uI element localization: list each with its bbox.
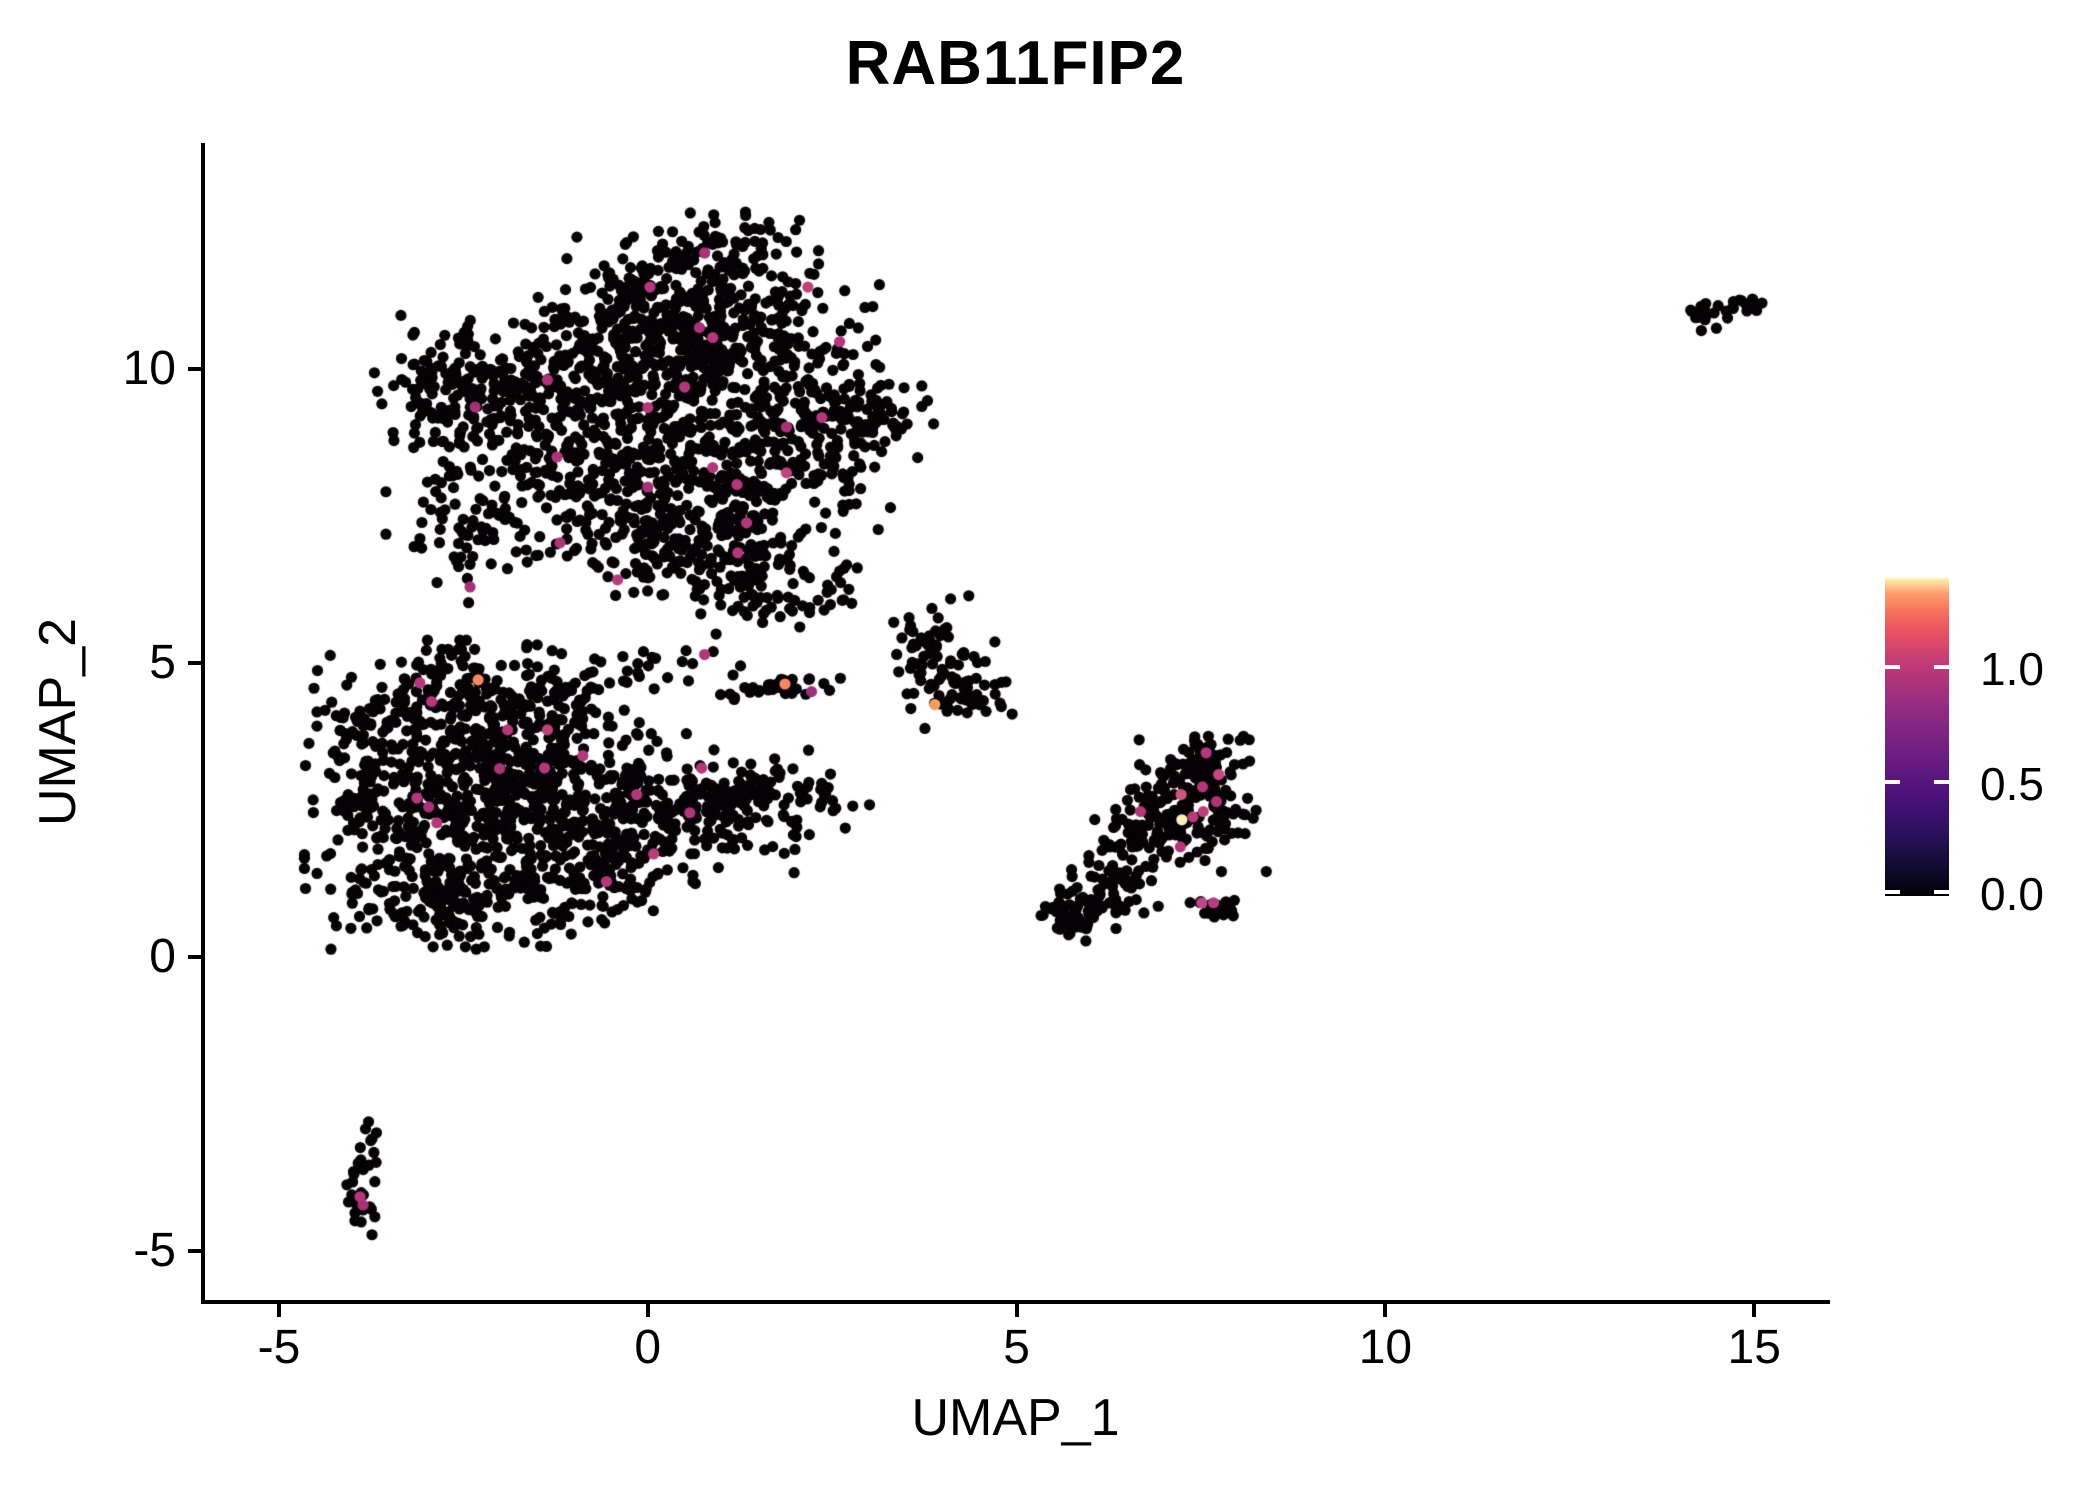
legend-tick-label: 1.0 [1980, 643, 2044, 696]
legend-tick-label: 0.0 [1980, 868, 2044, 920]
x-tick-label: 5 [1003, 1321, 1030, 1374]
x-axis-line [201, 1300, 1830, 1304]
y-axis-title: UMAP_2 [29, 617, 87, 827]
y-tick-mark [188, 954, 201, 959]
x-tick-mark [276, 1304, 281, 1317]
y-tick-mark [188, 366, 201, 371]
legend-tick-label: 0.5 [1980, 757, 2044, 810]
legend-tick-mark [1885, 665, 1900, 670]
legend-colorbar [1885, 578, 1949, 896]
legend-tick-mark [1885, 779, 1900, 784]
legend-tick-mark [1934, 779, 1949, 784]
y-axis-line [201, 143, 205, 1304]
x-tick-label: -5 [257, 1321, 301, 1374]
legend-tick-mark [1885, 890, 1900, 894]
y-tick-mark [188, 660, 201, 665]
x-tick-mark [1383, 1304, 1388, 1317]
x-tick-label: 0 [634, 1321, 662, 1374]
x-axis-title: UMAP_1 [911, 1389, 1120, 1447]
x-tick-mark [1014, 1304, 1019, 1317]
x-tick-label: 15 [1727, 1321, 1781, 1374]
y-tick-label: 10 [122, 341, 176, 395]
y-tick-label: 5 [149, 635, 176, 689]
legend-tick-mark [1934, 890, 1949, 894]
y-tick-mark [188, 1248, 201, 1253]
x-tick-label: 10 [1358, 1321, 1413, 1374]
x-tick-mark [1752, 1304, 1757, 1317]
y-tick-label: -5 [133, 1223, 176, 1277]
y-tick-label: 0 [149, 929, 176, 983]
legend-tick-mark [1934, 665, 1949, 670]
x-tick-mark [645, 1304, 650, 1317]
